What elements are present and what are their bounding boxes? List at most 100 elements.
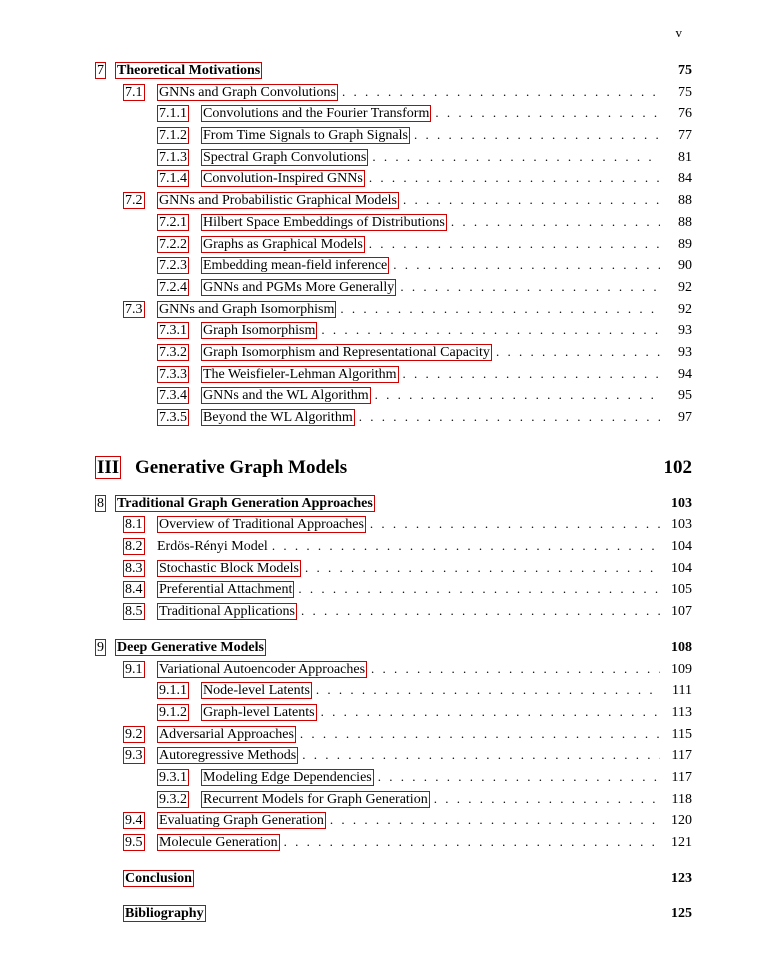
link-box[interactable]: 7 <box>95 62 106 79</box>
link-box[interactable]: Adversarial Approaches <box>157 726 296 743</box>
link-box[interactable]: GNNs and Graph Isomorphism <box>157 301 336 318</box>
link-box[interactable]: Convolutions and the Fourier Transform <box>201 105 431 122</box>
toc-num: 8.2 <box>123 536 157 558</box>
link-box[interactable]: GNNs and the WL Algorithm <box>201 387 371 404</box>
link-box[interactable]: Recurrent Models for Graph Generation <box>201 791 430 808</box>
link-box[interactable]: Hilbert Space Embeddings of Distribution… <box>201 214 447 231</box>
toc-title: Traditional Graph Generation Approaches <box>115 493 375 515</box>
link-box[interactable]: 8.4 <box>123 581 145 598</box>
toc-num: 7.1.4 <box>157 168 201 190</box>
link-box[interactable]: Theoretical Motivations <box>115 62 262 79</box>
link-box[interactable]: 7.1 <box>123 84 145 101</box>
table-of-contents: 7Theoretical Motivations757.1GNNs and Gr… <box>95 60 692 925</box>
link-box[interactable]: GNNs and PGMs More Generally <box>201 279 396 296</box>
toc-page: 121 <box>664 832 692 854</box>
link-box[interactable]: 7.2.2 <box>157 236 189 253</box>
toc-page: 93 <box>664 342 692 364</box>
link-box[interactable]: 9.3 <box>123 747 145 764</box>
link-box[interactable]: Preferential Attachment <box>157 581 294 598</box>
link-box[interactable]: 7.3.3 <box>157 366 189 383</box>
toc-num: 7.3.4 <box>157 385 201 407</box>
toc-page: 77 <box>664 125 692 147</box>
toc-page: 103 <box>664 514 692 536</box>
link-box[interactable]: 8.1 <box>123 516 145 533</box>
toc-entry: 8 Traditional Graph Generation Approaches… <box>95 493 692 515</box>
link-box[interactable]: GNNs and Graph Convolutions <box>157 84 338 101</box>
link-box[interactable]: 8.2 <box>123 538 145 555</box>
toc-title: Spectral Graph Convolutions <box>201 147 368 169</box>
toc-leader <box>371 659 660 679</box>
link-box[interactable]: Stochastic Block Models <box>157 560 301 577</box>
link-box[interactable]: Conclusion <box>123 870 194 887</box>
link-box[interactable]: Molecule Generation <box>157 834 280 851</box>
link-box[interactable]: 8.5 <box>123 603 145 620</box>
toc-page: 117 <box>664 745 692 767</box>
link-box[interactable]: The Weisfieler-Lehman Algorithm <box>201 366 399 383</box>
toc-entry: 7.3.5Beyond the WL Algorithm97 <box>95 407 692 429</box>
link-box[interactable]: Graph-level Latents <box>201 704 317 721</box>
link-box[interactable]: III <box>95 456 121 479</box>
page: v 7Theoretical Motivations757.1GNNs and … <box>0 0 772 955</box>
link-box[interactable]: Overview of Traditional Approaches <box>157 516 366 533</box>
link-box[interactable]: 9.1.2 <box>157 704 189 721</box>
link-box[interactable]: Evaluating Graph Generation <box>157 812 326 829</box>
toc-leader <box>359 407 660 427</box>
link-box[interactable]: Embedding mean-field inference <box>201 257 389 274</box>
toc-title: Theoretical Motivations <box>115 60 262 82</box>
toc-entry: 9.3.1 Modeling Edge Dependencies 117 <box>95 767 692 789</box>
link-box[interactable]: 9.5 <box>123 834 145 851</box>
toc-title: Hilbert Space Embeddings of Distribution… <box>201 212 447 234</box>
link-box[interactable]: 8 <box>95 495 106 512</box>
link-box[interactable]: Bibliography <box>123 905 206 922</box>
toc-num: 8.1 <box>123 514 157 536</box>
link-box[interactable]: Spectral Graph Convolutions <box>201 149 368 166</box>
toc-leader <box>369 234 660 254</box>
link-box[interactable]: 8.3 <box>123 560 145 577</box>
toc-entry: 9.1.2Graph-level Latents113 <box>95 702 692 724</box>
link-box[interactable]: Autoregressive Methods <box>157 747 298 764</box>
link-box[interactable]: 9.3.2 <box>157 791 189 808</box>
link-box[interactable]: 7.1.2 <box>157 127 189 144</box>
toc-entry: 7.2.4GNNs and PGMs More Generally92 <box>95 277 692 299</box>
link-box[interactable]: 7.3 <box>123 301 145 318</box>
link-box[interactable]: 9.4 <box>123 812 145 829</box>
link-box[interactable]: Graph Isomorphism <box>201 322 317 339</box>
link-box[interactable]: 7.1.3 <box>157 149 189 166</box>
toc-leader <box>321 702 660 722</box>
link-box[interactable]: Modeling Edge Dependencies <box>201 769 374 786</box>
link-box[interactable]: 9.1 <box>123 661 145 678</box>
link-box[interactable]: Node-level Latents <box>201 682 312 699</box>
link-box[interactable]: Traditional Applications <box>157 603 297 620</box>
link-box[interactable]: 7.2.3 <box>157 257 189 274</box>
link-box[interactable]: 7.2.1 <box>157 214 189 231</box>
link-box[interactable]: 7.1.1 <box>157 105 189 122</box>
link-box[interactable]: Variational Autoencoder Approaches <box>157 661 367 678</box>
link-box[interactable]: 9 <box>95 639 106 656</box>
toc-entry: 7.3.4GNNs and the WL Algorithm95 <box>95 385 692 407</box>
link-box[interactable]: 7.3.4 <box>157 387 189 404</box>
toc-entry: 9.1Variational Autoencoder Approaches109 <box>95 659 692 681</box>
toc-entry: 8.2Erdös-Rényi Model104 <box>95 536 692 558</box>
link-box[interactable]: 7.3.2 <box>157 344 189 361</box>
link-box[interactable]: Deep Generative Models <box>115 639 266 656</box>
toc-leader <box>414 125 660 145</box>
link-box[interactable]: 9.3.1 <box>157 769 189 786</box>
link-box[interactable]: 7.2.4 <box>157 279 189 296</box>
link-box[interactable]: Graph Isomorphism and Representational C… <box>201 344 492 361</box>
link-box[interactable]: From Time Signals to Graph Signals <box>201 127 410 144</box>
link-box[interactable]: 7.2 <box>123 192 145 209</box>
link-box[interactable]: Convolution-Inspired GNNs <box>201 170 365 187</box>
link-box[interactable]: 9.2 <box>123 726 145 743</box>
toc-title: Evaluating Graph Generation <box>157 810 326 832</box>
link-box[interactable]: 9.1.1 <box>157 682 189 699</box>
toc-page: 117 <box>664 767 692 789</box>
toc-num: 7.1.2 <box>157 125 201 147</box>
link-box[interactable]: Beyond the WL Algorithm <box>201 409 355 426</box>
link-box[interactable]: GNNs and Probabilistic Graphical Models <box>157 192 399 209</box>
toc-num: 7 <box>95 60 115 82</box>
link-box[interactable]: Graphs as Graphical Models <box>201 236 365 253</box>
link-box[interactable]: Traditional Graph Generation Approaches <box>115 495 375 512</box>
link-box[interactable]: 7.3.1 <box>157 322 189 339</box>
link-box[interactable]: 7.3.5 <box>157 409 189 426</box>
link-box[interactable]: 7.1.4 <box>157 170 189 187</box>
